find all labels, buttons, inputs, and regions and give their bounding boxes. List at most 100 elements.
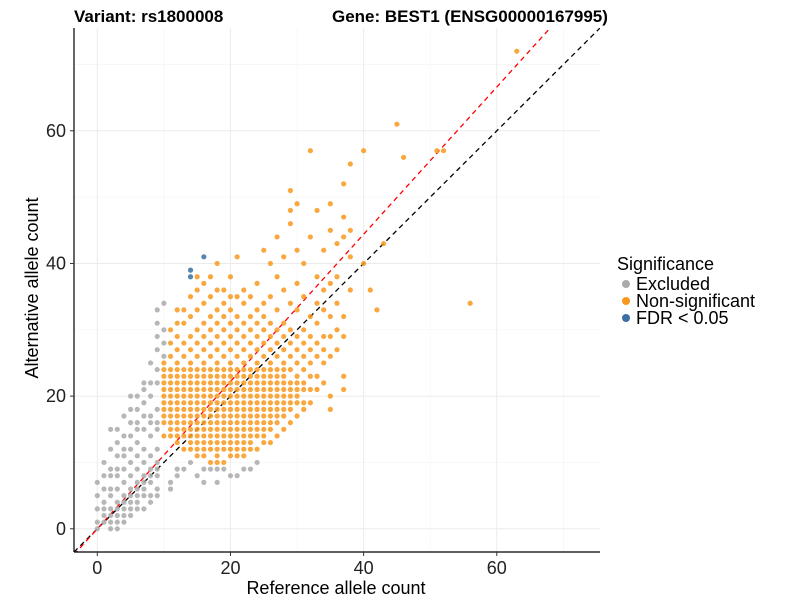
data-point xyxy=(181,466,187,472)
data-point xyxy=(227,400,234,406)
data-point xyxy=(241,287,247,293)
data-point xyxy=(274,400,280,406)
data-point xyxy=(201,413,207,419)
data-point xyxy=(307,347,313,353)
data-point xyxy=(121,499,127,505)
data-point xyxy=(187,380,194,386)
data-point xyxy=(254,420,260,426)
data-point xyxy=(261,366,267,373)
data-point xyxy=(261,406,267,412)
data-point xyxy=(121,493,127,499)
data-point xyxy=(187,373,194,379)
data-point xyxy=(274,327,280,333)
data-point xyxy=(341,333,347,340)
data-point xyxy=(241,393,247,399)
data-point xyxy=(261,400,267,406)
data-point xyxy=(247,340,254,346)
legend-title: Significance xyxy=(617,254,714,274)
data-point xyxy=(234,366,240,373)
data-point xyxy=(141,446,147,452)
data-point xyxy=(281,386,287,393)
data-point xyxy=(227,393,234,399)
data-point xyxy=(121,453,127,459)
data-point xyxy=(221,327,227,333)
data-point xyxy=(241,413,247,419)
data-point xyxy=(281,380,287,386)
data-point xyxy=(287,366,293,373)
data-point xyxy=(161,433,167,439)
data-point xyxy=(287,386,293,393)
data-point xyxy=(194,386,200,393)
data-point xyxy=(341,214,347,220)
data-point xyxy=(134,506,140,512)
data-point xyxy=(267,393,274,399)
data-point xyxy=(181,373,187,379)
data-point xyxy=(147,493,154,499)
data-point xyxy=(214,413,220,419)
data-point xyxy=(234,420,240,426)
data-point xyxy=(201,333,207,340)
data-point xyxy=(207,274,214,280)
data-point xyxy=(221,340,227,346)
data-point xyxy=(267,400,274,406)
data-point xyxy=(141,426,147,432)
data-point xyxy=(274,353,280,359)
data-point xyxy=(201,420,207,426)
data-point xyxy=(254,426,260,432)
data-point xyxy=(161,360,167,366)
data-point xyxy=(194,366,200,373)
data-point xyxy=(114,526,120,532)
data-point xyxy=(121,466,127,472)
data-point xyxy=(108,473,114,479)
data-point xyxy=(254,393,260,399)
data-point xyxy=(174,386,180,393)
data-point xyxy=(214,260,220,267)
data-point xyxy=(221,439,227,446)
data-point xyxy=(181,406,187,412)
data-point xyxy=(274,420,280,426)
data-point xyxy=(161,353,167,359)
data-point xyxy=(247,439,254,446)
data-point xyxy=(274,234,280,240)
data-point xyxy=(214,459,220,466)
data-point xyxy=(334,274,340,280)
data-point xyxy=(234,426,240,432)
data-point xyxy=(207,386,214,393)
data-point xyxy=(154,420,160,426)
data-point xyxy=(154,380,160,386)
data-points xyxy=(94,48,520,532)
data-point xyxy=(234,327,240,333)
data-point xyxy=(187,366,194,373)
data-point xyxy=(247,386,254,393)
x-tick-label: 0 xyxy=(92,558,102,578)
data-point xyxy=(334,240,340,247)
data-point xyxy=(294,373,300,379)
series-non-significant xyxy=(161,48,520,466)
data-point xyxy=(361,260,367,267)
data-point xyxy=(227,453,234,459)
data-point xyxy=(194,400,200,406)
data-point xyxy=(254,433,260,439)
data-point xyxy=(281,413,287,419)
data-point xyxy=(167,373,174,379)
data-point xyxy=(108,486,114,492)
data-point xyxy=(141,380,147,386)
data-point xyxy=(94,506,100,512)
data-point xyxy=(114,519,120,525)
data-point xyxy=(261,426,267,432)
data-point xyxy=(267,320,274,326)
data-point xyxy=(181,400,187,406)
data-point xyxy=(341,234,347,240)
data-point xyxy=(314,386,320,393)
data-point xyxy=(134,479,140,485)
data-point xyxy=(147,380,154,386)
data-point xyxy=(327,313,333,320)
data-point xyxy=(161,366,167,373)
data-point xyxy=(281,400,287,406)
data-point xyxy=(121,479,127,485)
data-point xyxy=(261,413,267,419)
data-point xyxy=(201,373,207,379)
data-point xyxy=(174,400,180,406)
data-point xyxy=(214,439,220,446)
